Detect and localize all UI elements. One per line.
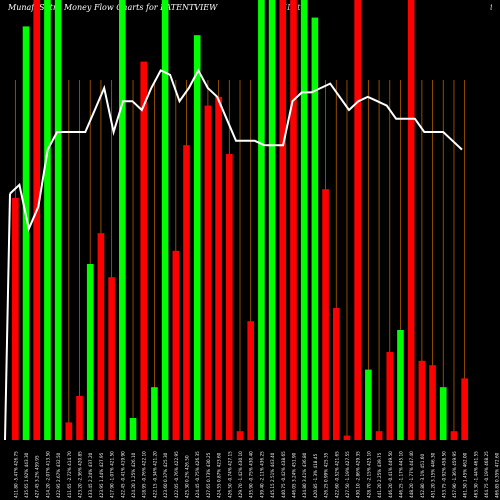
x-tick-label: 453.75 -0.92% 458.50 xyxy=(441,451,446,498)
x-tick-label: 435.90 -0.75% 430.40 xyxy=(249,451,254,498)
x-tick-label: 423.60 0.37% 425.30 xyxy=(163,452,168,498)
money-flow-line xyxy=(4,68,463,441)
bar-down xyxy=(354,0,361,440)
x-tick-label: 433.45 2.24% 437.20 xyxy=(88,452,93,498)
bar-down xyxy=(140,61,148,440)
x-tick-label: 448.20 -1.77% 447.40 xyxy=(409,451,414,498)
x-tick-label: 411.65 -2.72% 414.70 xyxy=(67,451,72,498)
x-tick-label: 440.75 -0.42% 438.65 xyxy=(281,451,286,498)
x-tick-label: 434.80 3.41% 436.80 xyxy=(302,452,307,498)
x-tick-label: 452.80 -3.1% 451.60 xyxy=(420,454,425,498)
bar-down xyxy=(386,352,394,440)
x-tick-label: 441.20 2.25% 439.75 xyxy=(377,452,382,498)
bar-down xyxy=(204,105,212,440)
bar-down xyxy=(375,431,383,440)
bar-down xyxy=(183,145,190,440)
bar-up xyxy=(119,0,126,440)
x-tick-label: 427.65 0.73% 430.25 xyxy=(206,452,211,498)
bar-down xyxy=(236,431,244,440)
chart-title-extra-2: t xyxy=(490,3,492,12)
x-tick-label: 411.80 -5.47% 426.75 xyxy=(13,451,18,498)
x-tick-label: 422.15 -0.34% 421.20 xyxy=(152,451,157,498)
bar-down xyxy=(322,189,329,440)
x-tick-labels: 411.80 -5.47% 426.75 435.65 1.92% 443.30 4… xyxy=(13,451,500,498)
bars xyxy=(12,0,468,441)
bar-up xyxy=(311,17,319,440)
bar-up xyxy=(129,418,137,440)
bar-down xyxy=(12,198,19,440)
bar-down xyxy=(108,277,115,440)
x-tick-label: 446.25 -1.17% 445.10 xyxy=(398,451,403,498)
bar-down xyxy=(279,0,287,440)
bar-down xyxy=(97,233,105,440)
x-tick-label: 445.15 2.51% 443.40 xyxy=(270,452,275,498)
bar-down xyxy=(429,365,436,440)
x-tick-label: 426.50 -0.74% 427.15 xyxy=(227,451,232,498)
bar-down xyxy=(172,250,180,440)
x-tick-label: 423.95 1.44% 427.95 xyxy=(99,452,104,498)
x-tick-label: 414.20 -2.07% 413.50 xyxy=(45,451,50,498)
x-tick-label: 463.30 -1.44% 461.55 xyxy=(473,451,478,498)
bar-down xyxy=(247,321,255,440)
bar-up xyxy=(365,369,372,440)
bar-up xyxy=(161,0,169,440)
x-tick-label: 427.50 -1.19% 427.55 xyxy=(345,451,350,498)
x-tick-label: 426.25 0.99% 425.35 xyxy=(324,452,329,498)
x-tick-label: 464.75 -0.19% 468.25 xyxy=(484,451,489,498)
x-tick-label: 435.65 1.92% 443.30 xyxy=(24,452,29,498)
x-tick-label: 422.95 2.67% 432.50 xyxy=(56,452,61,498)
bar-down xyxy=(76,396,83,440)
bar-down xyxy=(461,378,468,440)
x-tick-label: 461.50 1.45% 462.00 xyxy=(463,452,468,498)
bar-down xyxy=(65,422,73,440)
bar-down xyxy=(215,96,222,441)
bar-down xyxy=(407,0,415,440)
x-tick-label: 424.45 -0.75% 426.35 xyxy=(195,451,200,498)
bar-up xyxy=(54,0,62,440)
bar-down xyxy=(290,0,297,440)
x-tick-label: 425.30 0.2% 426.50 xyxy=(185,455,190,498)
x-tick-label: 424.55 0.87% 423.60 xyxy=(217,452,222,498)
bar-up xyxy=(44,0,51,440)
x-tick-label: 420.85 -1.3% 418.45 xyxy=(313,454,318,498)
x-tick-label: 429.70 -1.42% 430.10 xyxy=(238,451,243,498)
chart-title-text: MunafaSutra Money Flow Charts for LATENT… xyxy=(8,3,218,12)
x-tick-label: 446.05 3.24% 451.90 xyxy=(291,452,296,498)
bar-up xyxy=(439,387,447,440)
bar-up xyxy=(300,0,308,440)
x-tick-label: 422.05 -0.76% 422.95 xyxy=(174,451,179,498)
x-tick-label: 439.40 -2.11% 436.25 xyxy=(259,451,264,498)
x-tick-label: 446.20 -0.41% 449.50 xyxy=(388,451,393,498)
x-tick-label: 466.85 0.35% 472.60 xyxy=(495,452,500,498)
x-tick-label: 427.45 3.2% 459.95 xyxy=(35,455,40,498)
bar-up xyxy=(193,35,201,440)
x-tick-label: 424.20 1.25% 426.10 xyxy=(131,452,136,498)
bar-up xyxy=(397,330,404,440)
bar-up xyxy=(268,0,276,440)
x-tick-label: 430.10 -2.86% 429.35 xyxy=(356,451,361,498)
bar-down xyxy=(33,0,41,440)
bar-up xyxy=(151,387,158,440)
x-tick-label: 451.20 3.15% 446.30 xyxy=(431,452,436,498)
x-tick-label: 428.70 -2.15% 425.10 xyxy=(366,451,371,498)
bar-up xyxy=(258,0,265,440)
x-tick-label: 423.20 -2.36% 420.85 xyxy=(78,451,83,498)
bar-down xyxy=(332,308,340,440)
bar-down xyxy=(343,435,351,440)
bar-down xyxy=(418,360,426,440)
bar-down xyxy=(225,154,233,440)
bar-down xyxy=(450,431,458,440)
x-tick-label: 457.90 -1.36% 459.95 xyxy=(452,451,457,498)
x-tick-label: 417.90 -1.07% 421.50 xyxy=(110,451,115,498)
x-tick-label: 422.45 -0.41% 419.90 xyxy=(120,451,125,498)
money-flow-line-start xyxy=(4,193,11,441)
money-flow-line-path xyxy=(9,68,463,233)
x-tick-label: 422.60 -0.52% 421.65 xyxy=(334,451,339,498)
bar-up xyxy=(22,26,30,441)
bar-up xyxy=(86,264,94,440)
x-tick-label: 418.95 -0.76% 422.10 xyxy=(142,451,147,498)
